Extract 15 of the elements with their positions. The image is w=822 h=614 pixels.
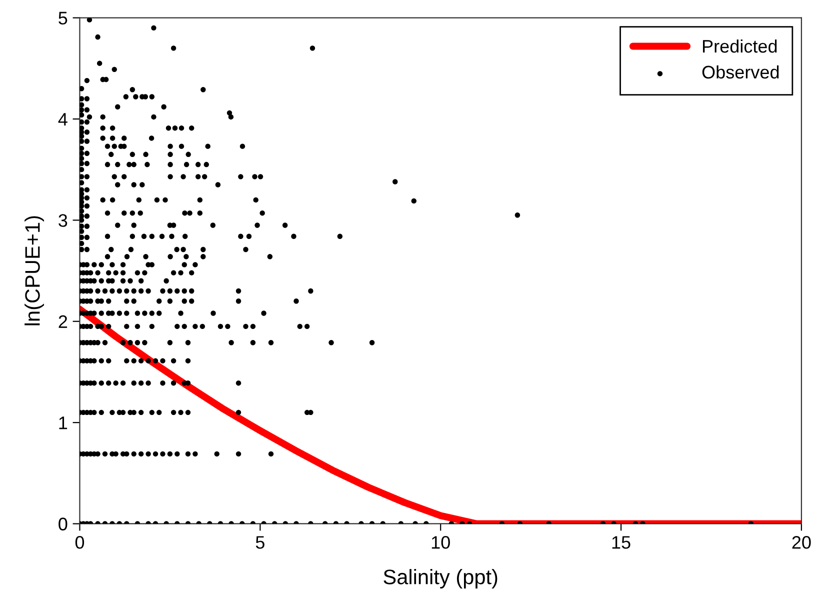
legend-label: Predicted xyxy=(702,39,777,53)
x-tick-label: 10 xyxy=(432,536,450,549)
x-tick-label: 20 xyxy=(792,536,811,549)
y-tick-label: 0 xyxy=(58,518,68,530)
x-tick-label: 15 xyxy=(612,536,630,549)
x-tick-label: 0 xyxy=(75,536,84,549)
legend-label: Observed xyxy=(702,65,779,79)
y-tick-label: 1 xyxy=(59,416,68,430)
y-tick-label: 2 xyxy=(58,315,68,328)
y-axis-title: ln(CPUE+1) xyxy=(24,216,44,326)
y-tick-label: 3 xyxy=(58,214,68,227)
y-tick-label: 5 xyxy=(58,12,68,25)
y-tick-label: 4 xyxy=(58,113,68,126)
x-axis-title: Salinity (ppt) xyxy=(384,569,498,588)
x-tick-label: 5 xyxy=(256,536,264,549)
